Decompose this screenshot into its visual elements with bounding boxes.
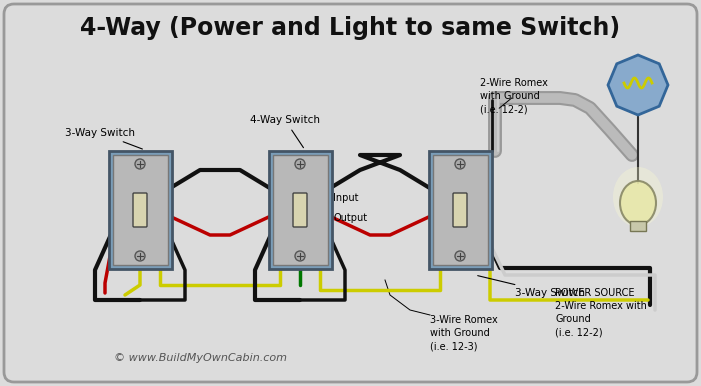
Text: 3-Wire Romex
with Ground
(i.e. 12-3): 3-Wire Romex with Ground (i.e. 12-3) xyxy=(430,315,498,351)
Circle shape xyxy=(455,251,465,261)
Text: POWER SOURCE
2-Wire Romex with
Ground
(i.e. 12-2): POWER SOURCE 2-Wire Romex with Ground (i… xyxy=(555,288,647,338)
FancyBboxPatch shape xyxy=(109,151,172,269)
FancyBboxPatch shape xyxy=(113,155,168,265)
Circle shape xyxy=(135,251,145,261)
Text: 3-Way Switch: 3-Way Switch xyxy=(65,128,142,149)
Polygon shape xyxy=(608,55,668,115)
FancyBboxPatch shape xyxy=(133,193,147,227)
Text: 2-Wire Romex
with Ground
(i.e. 12-2): 2-Wire Romex with Ground (i.e. 12-2) xyxy=(480,78,548,114)
FancyBboxPatch shape xyxy=(429,151,492,269)
Text: © www.BuildMyOwnCabin.com: © www.BuildMyOwnCabin.com xyxy=(114,353,287,363)
FancyBboxPatch shape xyxy=(630,221,646,231)
Circle shape xyxy=(295,251,305,261)
Text: 3-Way Switch: 3-Way Switch xyxy=(477,276,585,298)
FancyBboxPatch shape xyxy=(433,155,488,265)
FancyBboxPatch shape xyxy=(4,4,697,382)
Text: Input: Input xyxy=(333,193,358,203)
FancyBboxPatch shape xyxy=(269,151,332,269)
FancyBboxPatch shape xyxy=(293,193,307,227)
Circle shape xyxy=(295,159,305,169)
Text: Output: Output xyxy=(333,213,367,223)
FancyBboxPatch shape xyxy=(453,193,467,227)
Text: 4-Way (Power and Light to same Switch): 4-Way (Power and Light to same Switch) xyxy=(80,16,620,40)
Circle shape xyxy=(455,159,465,169)
Circle shape xyxy=(135,159,145,169)
Ellipse shape xyxy=(620,181,656,225)
Text: 4-Way Switch: 4-Way Switch xyxy=(250,115,320,148)
Ellipse shape xyxy=(613,167,663,227)
FancyBboxPatch shape xyxy=(273,155,328,265)
